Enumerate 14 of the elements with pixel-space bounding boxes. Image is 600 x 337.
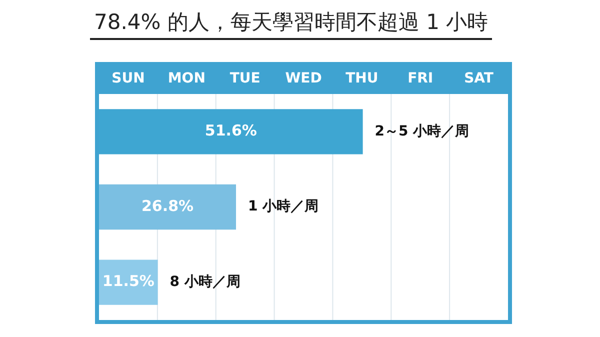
y-tick-label: 1 小時／周 [248, 198, 319, 215]
text: SUN [112, 70, 145, 87]
y-tick-label: 8 小時／周 [170, 274, 240, 290]
data-label: 11.5% [102, 272, 154, 290]
y-tick-label: 2～5 小時／周 [374, 123, 470, 140]
text: TUE [230, 70, 260, 87]
text: THU [346, 70, 378, 87]
text: FRI [408, 70, 434, 87]
text: WED [285, 70, 322, 87]
chart-title: 78.4% 的人，每天學習時間不超過 1 小時 [90, 8, 492, 40]
data-label: 51.6% [204, 122, 257, 140]
text: SAT [464, 70, 494, 87]
text: MON [168, 70, 206, 87]
data-label: 26.8% [141, 196, 194, 215]
